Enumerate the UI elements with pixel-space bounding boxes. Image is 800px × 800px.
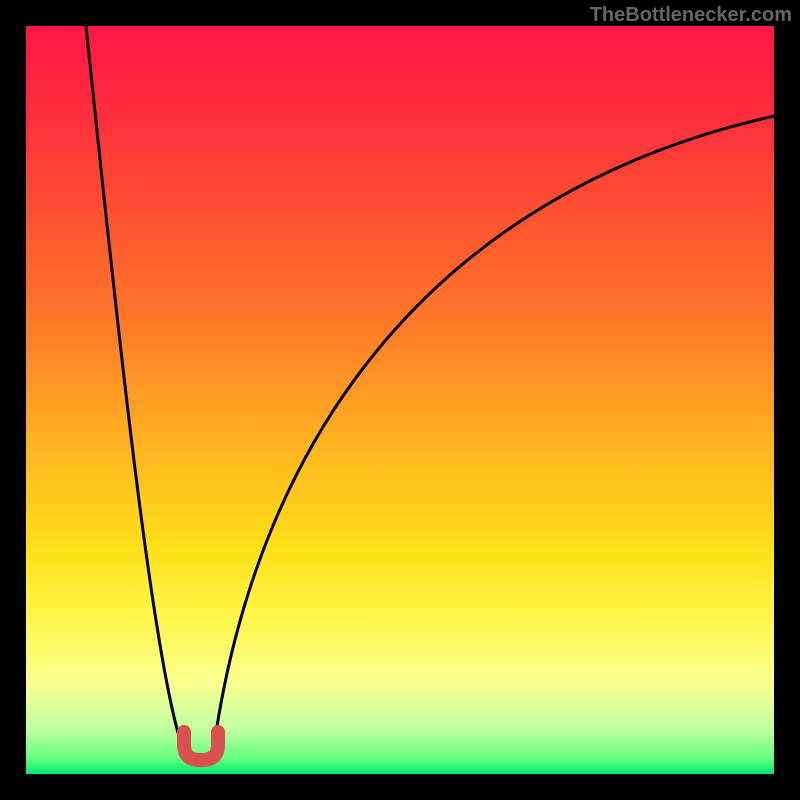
bottleneck-curve xyxy=(26,26,774,774)
watermark-text: TheBottlenecker.com xyxy=(590,4,792,27)
chart-area xyxy=(26,26,774,774)
